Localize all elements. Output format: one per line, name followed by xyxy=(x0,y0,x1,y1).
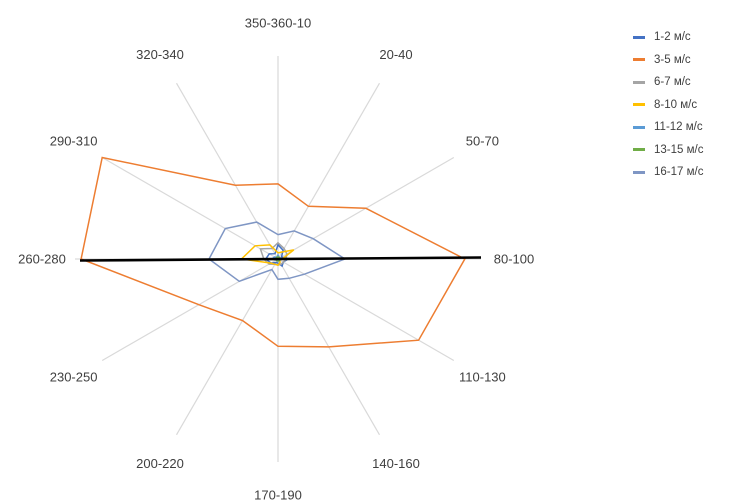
legend-label: 1-2 м/с xyxy=(654,31,691,44)
legend-item: 16-17 м/с xyxy=(633,161,703,184)
legend-label: 6-7 м/с xyxy=(654,76,691,89)
category-labels: 350-360-10 20-40 50-70 80-100 110-130 140-160… xyxy=(18,16,534,502)
category-label: 80-100 xyxy=(494,252,534,267)
radar-spoke xyxy=(175,82,279,260)
category-label: 200-220 xyxy=(136,456,184,471)
legend-item: 3-5 м/с xyxy=(633,49,703,72)
legend-swatch xyxy=(633,170,645,174)
category-label: 20-40 xyxy=(379,47,412,62)
radar-spoke xyxy=(277,82,381,260)
legend-item: 8-10 м/с xyxy=(633,94,703,117)
series-line-7 xyxy=(208,221,347,283)
horizontal-axis-line xyxy=(79,256,482,262)
legend-item: 6-7 м/с xyxy=(633,71,703,94)
category-label: 260-280 xyxy=(18,252,66,267)
radar-spoke xyxy=(277,258,455,362)
category-label: 350-360-10 xyxy=(245,16,312,31)
series-line-1 xyxy=(264,243,290,268)
category-label: 50-70 xyxy=(466,134,499,149)
legend-swatch xyxy=(633,35,645,39)
legend-item: 11-12 м/с xyxy=(633,116,703,139)
legend-swatch xyxy=(633,125,645,129)
legend-label: 13-15 м/с xyxy=(654,143,704,156)
series-line-2 xyxy=(80,156,466,348)
category-label: 320-340 xyxy=(136,47,184,62)
legend-label: 8-10 м/с xyxy=(654,98,698,111)
legend-label: 11-12 м/с xyxy=(654,121,703,134)
legend-swatch xyxy=(633,103,645,107)
legend: 1-2 м/с 3-5 м/с 6-7 м/с 8-10 м/с 11-12 м/с 13… xyxy=(633,26,703,184)
radar-spoke xyxy=(101,156,279,260)
legend-label: 16-17 м/с xyxy=(654,166,704,179)
legend-label: 3-5 м/с xyxy=(654,53,691,66)
legend-swatch xyxy=(633,80,645,84)
category-label: 140-160 xyxy=(372,456,420,471)
radar-spoke xyxy=(101,258,279,362)
legend-item: 13-15 м/с xyxy=(633,139,703,162)
category-label: 110-130 xyxy=(459,370,506,385)
legend-swatch xyxy=(633,148,645,152)
legend-item: 1-2 м/с xyxy=(633,26,703,49)
category-label: 290-310 xyxy=(50,134,98,149)
series-line-4 xyxy=(239,244,295,266)
radar-series xyxy=(80,156,466,348)
category-label: 230-250 xyxy=(50,370,98,385)
radar-spoke xyxy=(175,258,279,436)
category-label: 170-190 xyxy=(254,488,302,502)
legend-swatch xyxy=(633,58,645,62)
